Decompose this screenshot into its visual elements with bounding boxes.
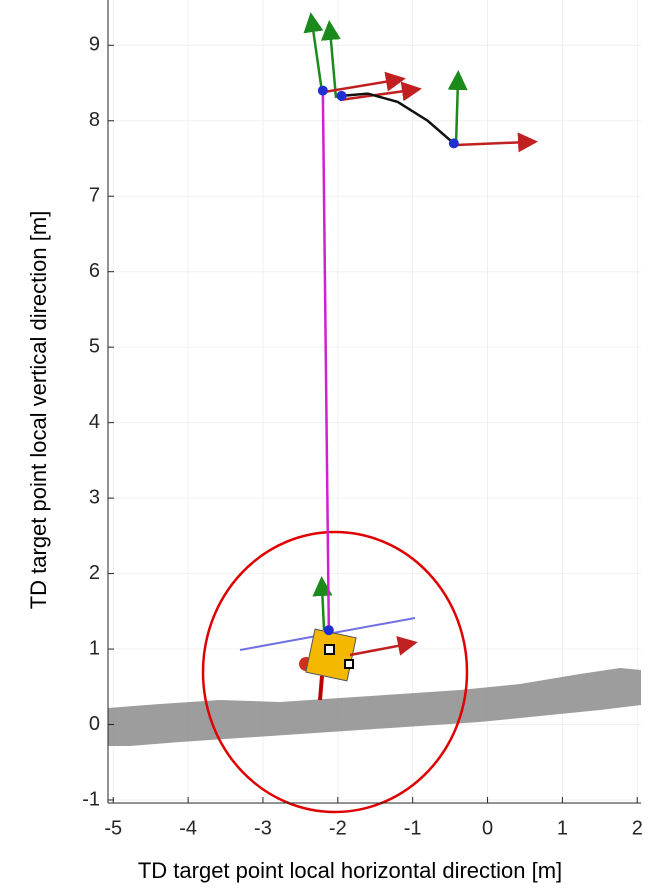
y-tick-label: 4 — [89, 411, 100, 433]
x-axis-label: TD target point local horizontal directi… — [138, 858, 562, 883]
page: TD target point local horizontal directi… — [0, 0, 670, 893]
y-tick-label: 5 — [89, 335, 100, 357]
x-tick-label: -5 — [104, 817, 122, 839]
trajectory-line — [323, 91, 329, 631]
lander — [299, 629, 356, 700]
x-tick-label: 1 — [557, 817, 568, 839]
x-tick-label: -4 — [179, 817, 197, 839]
trajectory-point — [449, 138, 459, 148]
y-tick-label: 9 — [89, 34, 100, 56]
x-tick-label: -2 — [329, 817, 347, 839]
trajectory-line — [342, 94, 454, 144]
y-axis-label: TD target point local vertical direction… — [26, 211, 51, 610]
x-tick-label: 0 — [482, 817, 493, 839]
x-tick-label: -3 — [254, 817, 272, 839]
y-tick-label: 6 — [89, 260, 100, 282]
chart: TD target point local horizontal directi… — [0, 0, 670, 893]
y-tick-label: 8 — [89, 109, 100, 131]
y-tick-label: 3 — [89, 486, 100, 508]
y-tick-label: 7 — [89, 185, 100, 207]
trajectory-point — [337, 91, 347, 101]
x-tick-label: 2 — [632, 817, 643, 839]
y-tick-label: 1 — [89, 637, 100, 659]
y-tick-label: -1 — [82, 788, 100, 810]
y-tick-label: 2 — [89, 562, 100, 584]
trajectory-point — [324, 625, 334, 635]
x-tick-label: -1 — [404, 817, 422, 839]
trajectory-point — [318, 86, 328, 96]
y-tick-label: 0 — [89, 713, 100, 735]
